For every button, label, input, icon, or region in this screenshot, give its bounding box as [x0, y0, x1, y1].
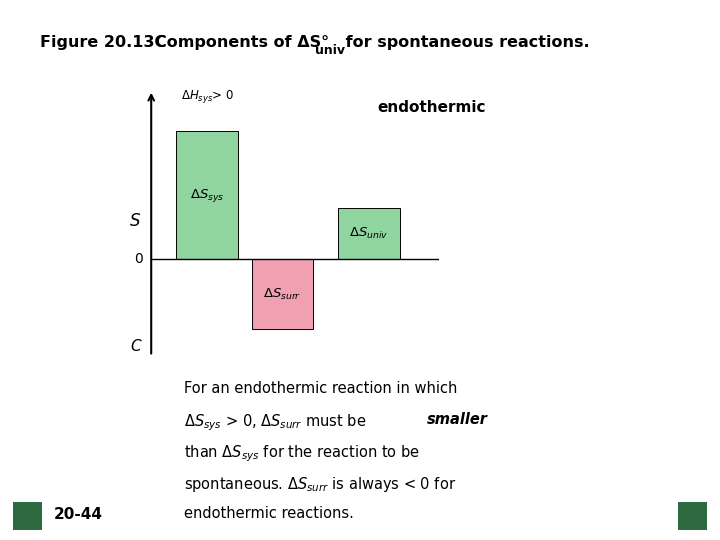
Bar — [252, 260, 313, 329]
Text: smaller: smaller — [427, 412, 488, 427]
Text: univ: univ — [315, 44, 345, 57]
Text: C: C — [130, 339, 140, 354]
Text: $\Delta S_{sys}$ > 0, $\Delta S_{surr}$ must be: $\Delta S_{sys}$ > 0, $\Delta S_{surr}$ … — [184, 412, 366, 433]
Text: $\Delta S_{sys}$: $\Delta S_{sys}$ — [190, 187, 224, 204]
Text: endothermic reactions.: endothermic reactions. — [184, 506, 354, 521]
Text: 20-44: 20-44 — [53, 507, 102, 522]
Text: than $\Delta S_{sys}$ for the reaction to be: than $\Delta S_{sys}$ for the reaction t… — [184, 443, 420, 464]
Text: $\Delta H_{sys}$> 0: $\Delta H_{sys}$> 0 — [181, 88, 234, 105]
Text: $\Delta S_{univ}$: $\Delta S_{univ}$ — [349, 226, 389, 241]
Text: Figure 20.13C: Figure 20.13C — [40, 35, 166, 50]
Text: for spontaneous reactions.: for spontaneous reactions. — [340, 35, 590, 50]
Text: 0: 0 — [134, 253, 143, 266]
Text: For an endothermic reaction in which: For an endothermic reaction in which — [184, 381, 457, 396]
Bar — [338, 207, 400, 260]
Text: Components of ΔS°: Components of ΔS° — [155, 35, 329, 50]
Text: S: S — [130, 212, 140, 231]
Text: $\Delta S_{surr}$: $\Delta S_{surr}$ — [264, 287, 302, 302]
Text: endothermic: endothermic — [378, 100, 486, 116]
Text: spontaneous. $\Delta S_{surr}$ is always < 0 for: spontaneous. $\Delta S_{surr}$ is always… — [184, 475, 456, 494]
Bar — [176, 131, 238, 260]
